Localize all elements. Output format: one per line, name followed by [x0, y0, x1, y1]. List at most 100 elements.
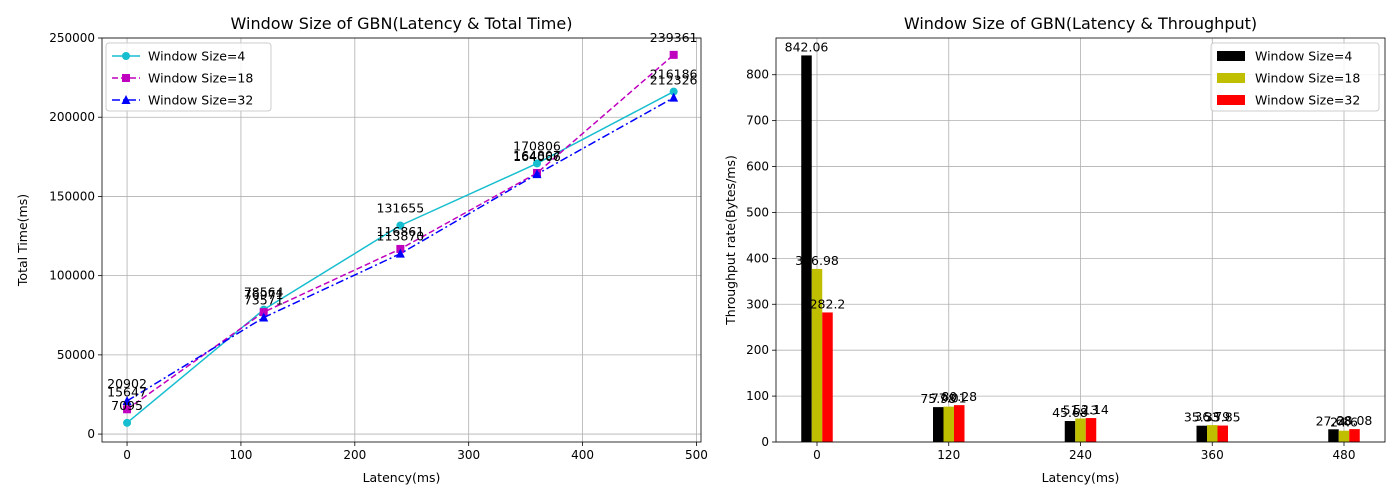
data-label: 376.98: [795, 253, 839, 268]
data-label: 75.98: [920, 391, 956, 406]
legend: Window Size=4 Window Size=18 Window Size=3…: [105, 42, 272, 112]
bar: [1338, 430, 1350, 442]
legend-swatch: [1217, 73, 1245, 83]
y-tick-label: 300: [746, 297, 769, 311]
bar: [954, 405, 965, 442]
y-tick-label: 50000: [57, 348, 95, 362]
y-axis-label: Total Time(ms): [15, 194, 30, 287]
data-label: 36.79: [1194, 409, 1230, 424]
data-label: 45.68: [1052, 405, 1088, 420]
data-label: 51.13: [1063, 403, 1099, 418]
x-axis-label: Latency(ms): [1042, 470, 1120, 485]
bar: [1085, 418, 1097, 442]
data-label: 116861: [377, 224, 425, 239]
data-point: [669, 92, 679, 102]
legend-label: Window Size=32: [1255, 93, 1360, 108]
data-point: [122, 395, 132, 405]
chart-title: Window Size of GBN(Latency & Throughput): [904, 14, 1257, 33]
bar: [1349, 429, 1360, 442]
bar: [933, 407, 944, 442]
data-label: 77.01: [931, 391, 967, 406]
data-label: 212326: [650, 73, 698, 88]
chart-title: Window Size of GBN(Latency & Total Time): [231, 14, 573, 33]
legend-box: [1210, 42, 1380, 112]
legend-label: Window Size=18: [1255, 71, 1360, 86]
x-tick-label: 200: [343, 448, 366, 462]
data-label: 35.85: [1205, 410, 1241, 425]
data-label: 164066: [513, 149, 561, 164]
data-point: [396, 221, 405, 230]
data-point: [669, 87, 678, 96]
data-label: 164807: [513, 148, 561, 163]
bar: [1328, 429, 1339, 442]
bar: [943, 406, 954, 442]
data-label: 15647: [107, 384, 147, 399]
x-tick-label: 0: [813, 448, 821, 462]
data-label: 113870: [377, 229, 425, 244]
x-tick-label: 0: [123, 448, 131, 462]
legend-label: Window Size=32: [148, 93, 253, 108]
legend-label: Window Size=18: [148, 71, 253, 86]
plot-frame: [101, 37, 702, 443]
data-label: 131655: [377, 200, 425, 215]
legend-marker: [122, 74, 130, 82]
data-label: 76971: [244, 287, 284, 302]
data-point: [259, 308, 268, 317]
x-tick-label: 300: [457, 448, 480, 462]
y-tick-label: 100: [746, 389, 769, 403]
bar: [811, 268, 823, 442]
x-axis-label: Latency(ms): [363, 470, 441, 485]
data-label: 78564: [244, 285, 284, 300]
data-label: 216186: [650, 67, 698, 82]
data-label: 27.68: [1316, 413, 1352, 428]
data-label: 80.28: [941, 389, 977, 404]
data-label: 35.53: [1184, 410, 1220, 425]
data-point: [259, 312, 269, 322]
data-label: 73571: [244, 293, 284, 308]
legend-marker: [122, 52, 130, 60]
y-tick-label: 0: [761, 435, 769, 449]
x-tick-label: 500: [685, 448, 708, 462]
data-label: 282.2: [810, 296, 846, 311]
latency-total-time-chart: 0 100 200 300 400 500 0 50000 100000 150000 200000…: [15, 14, 708, 485]
x-tick-label: 100: [229, 448, 252, 462]
latency-throughput-chart: 0 120 240 360 480 0 100 200 300 400 500 600 700 800 84…: [723, 14, 1386, 485]
y-tick-label: 200: [746, 343, 769, 357]
bar: [1196, 425, 1207, 442]
y-tick-label: 0: [87, 427, 95, 441]
data-point: [533, 159, 542, 168]
bar: [1075, 418, 1086, 442]
x-tick-label: 400: [571, 448, 594, 462]
bar: [822, 312, 833, 442]
x-tick-label: 480: [1333, 448, 1356, 462]
data-label: 842.06: [785, 39, 829, 54]
data-point: [123, 418, 132, 427]
y-tick-label: 500: [746, 205, 769, 219]
y-tick-label: 800: [746, 68, 769, 82]
data-point: [669, 50, 678, 59]
data-point: [123, 405, 132, 414]
bar: [1217, 425, 1228, 442]
bar: [801, 55, 812, 442]
y-tick-label: 150000: [49, 189, 95, 203]
data-point: [395, 248, 405, 258]
legend-label: Window Size=4: [148, 49, 245, 64]
data-label: 24.6: [1330, 415, 1358, 430]
legend-marker: [121, 95, 131, 104]
data-label: 239361: [650, 30, 698, 45]
x-tick-label: 360: [1201, 448, 1224, 462]
legend-label: Window Size=4: [1255, 49, 1352, 64]
y-axis-label: Throughput rate(Bytes/ms): [723, 155, 738, 326]
plot-frame: [775, 37, 1386, 443]
data-label: 7095: [111, 398, 143, 413]
y-tick-label: 250000: [49, 31, 95, 45]
y-tick-label: 200000: [49, 110, 95, 124]
y-tick-label: 600: [746, 160, 769, 174]
legend-swatch: [1217, 95, 1245, 105]
legend-swatch: [1217, 51, 1245, 61]
legend: Window Size=4 Window Size=18 Window Size=3…: [1210, 42, 1380, 112]
data-label: 28.08: [1337, 413, 1373, 428]
y-tick-label: 400: [746, 251, 769, 265]
legend-box: [105, 42, 272, 112]
